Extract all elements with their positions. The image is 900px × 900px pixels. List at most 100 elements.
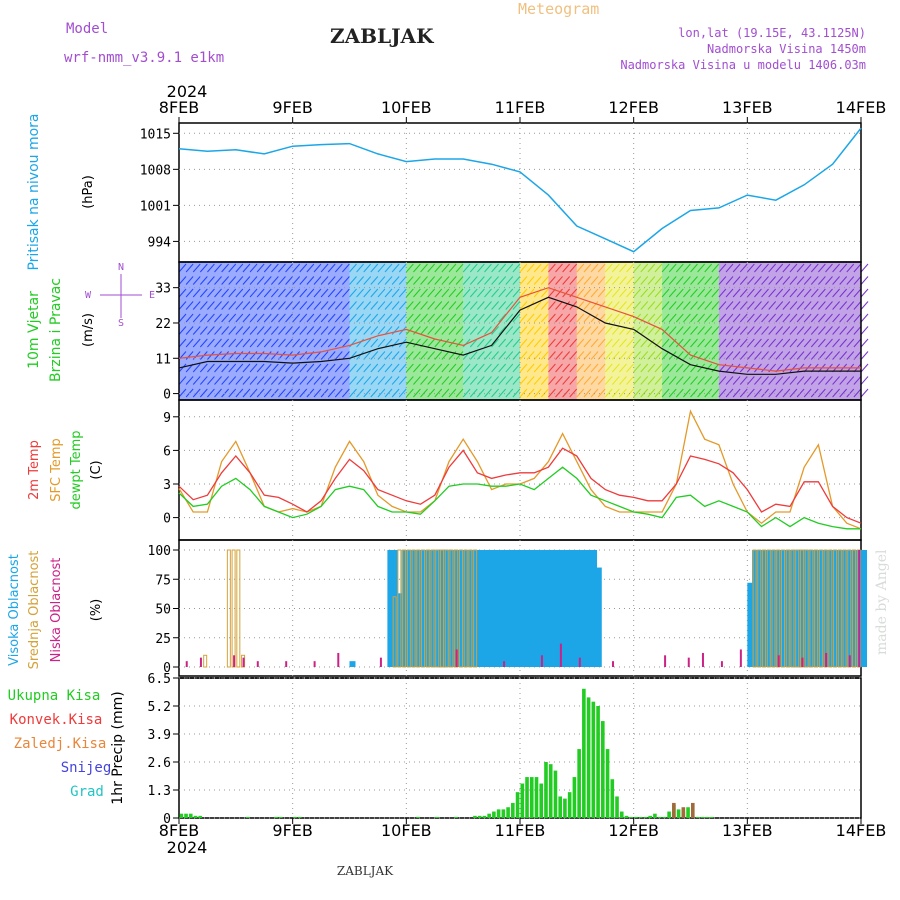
wind-barb (405, 376, 414, 385)
wind-barb (434, 276, 443, 285)
wind-barb (619, 301, 627, 310)
cloud-bar-0 (515, 550, 522, 667)
wind-barb (455, 376, 464, 385)
wind-barb (761, 313, 769, 323)
wind-barb (597, 313, 606, 323)
wind-barb (626, 276, 634, 285)
wind-barb (761, 376, 769, 385)
wind-barb (342, 338, 350, 348)
wind-barb (775, 388, 784, 398)
cloud-bar-0 (392, 550, 399, 667)
wind-barb (583, 388, 592, 398)
wind-barb (370, 313, 379, 323)
wind-barb (405, 388, 414, 398)
wind-barb (668, 288, 677, 298)
wind-barb (505, 276, 514, 285)
wind-barb (427, 276, 436, 285)
wind-barb (626, 376, 634, 385)
wind-barb (761, 326, 769, 335)
cloud-bar-1 (766, 549, 771, 668)
wind-barb (377, 313, 386, 323)
wind-barb (562, 326, 571, 335)
wind-barb (363, 326, 372, 335)
wind-barb (469, 388, 478, 398)
wind-barb (270, 363, 279, 373)
wind-barb (242, 363, 251, 373)
wind-barb (221, 338, 230, 348)
wind-barb (548, 326, 556, 335)
precip-bar-0 (667, 811, 671, 818)
wind-barb (604, 313, 613, 323)
wind-barb (661, 338, 670, 348)
wind-barb (832, 376, 840, 385)
cloud-bar-0 (851, 550, 858, 667)
wind-barb (185, 301, 194, 310)
wind-barb (512, 376, 521, 385)
wind-barb (526, 276, 535, 285)
wind-barb (832, 351, 840, 360)
wind-barb (320, 376, 329, 385)
wind-barb (697, 326, 705, 335)
wind-barb (420, 276, 428, 285)
precip-ytick-label: 3.9 (148, 728, 171, 743)
wind-barb (299, 301, 308, 310)
wind-barb (491, 263, 499, 273)
wind-barb (299, 338, 308, 348)
wind-barb (313, 363, 322, 373)
wind-speed-line (178, 296, 861, 375)
wind-barb (178, 263, 187, 273)
wind-barb (207, 301, 215, 310)
pressure-ytick-label: 1015 (140, 127, 171, 142)
wind-barb (768, 288, 777, 298)
wind-barb (839, 376, 848, 385)
wind-barb (484, 263, 492, 273)
temp-ytick-label: 0 (163, 512, 171, 527)
wind-barb (704, 326, 713, 335)
temp-ytick-label: 9 (163, 411, 171, 426)
cloud-bar-0 (482, 550, 489, 667)
wind-barb (697, 363, 705, 373)
wind-barb (782, 388, 791, 398)
wind-barb (611, 263, 620, 273)
wind-barb (555, 338, 563, 348)
cloud-bar-1 (837, 549, 842, 668)
precip-bar-0 (572, 777, 577, 818)
cloud-ytick-label: 50 (155, 603, 171, 618)
wind-barb (455, 276, 464, 285)
wind-barb (619, 338, 627, 348)
cloud-bar-0 (813, 550, 820, 667)
cloud-bar-0 (572, 550, 579, 667)
wind-barb (548, 301, 556, 310)
wind-barb (349, 363, 357, 373)
wind-barb (569, 338, 578, 348)
cloud-bar-0 (827, 550, 834, 667)
wind-barb (278, 363, 286, 373)
wind-barb (683, 388, 691, 398)
wind-barb (455, 263, 464, 273)
wind-barb (207, 276, 215, 285)
wind-barb (263, 326, 272, 335)
wind-barb (292, 263, 301, 273)
wind-barb (434, 313, 443, 323)
wind-barb (654, 313, 663, 323)
wind-barb (725, 313, 734, 323)
wind-barb (462, 313, 471, 323)
precip-bar-0 (278, 816, 283, 818)
footer-title: ZABLJAK (337, 864, 394, 878)
wind-barb (796, 388, 805, 398)
wind-barb (256, 388, 265, 398)
wind-barb (853, 288, 862, 298)
cloud-bar-0 (496, 550, 503, 667)
wind-barb (633, 363, 642, 373)
wind-barb (725, 351, 734, 360)
wind-barb (334, 313, 343, 323)
wind-barb (839, 301, 848, 310)
wind-barb (839, 338, 848, 348)
wind-barb (391, 263, 400, 273)
cloud-bar-1 (795, 549, 800, 668)
wind-barb (434, 326, 443, 335)
wind-barb (199, 376, 208, 385)
wind-barb (448, 276, 457, 285)
cloud-bar-2 (337, 652, 340, 667)
wind-barb (462, 326, 471, 335)
